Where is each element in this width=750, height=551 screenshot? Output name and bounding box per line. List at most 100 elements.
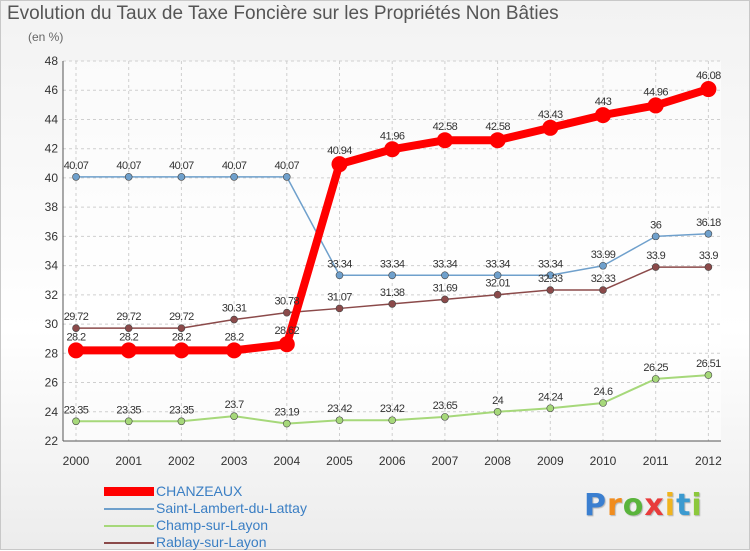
x-tick-label: 2000 (63, 454, 90, 468)
data-label: 28.2 (119, 331, 138, 343)
data-label: 41.96 (380, 130, 405, 142)
data-label: 43.43 (538, 109, 563, 121)
data-label: 40.94 (327, 145, 352, 157)
legend-swatch-saint-lambert (104, 508, 154, 510)
data-point (278, 336, 295, 353)
data-point (595, 107, 611, 124)
data-label: 33.99 (591, 249, 616, 261)
data-label: 28.2 (66, 331, 85, 343)
data-point (493, 407, 502, 416)
data-point (704, 229, 713, 238)
x-tick-label: 2001 (115, 454, 142, 468)
data-label: 40.07 (275, 160, 300, 172)
y-tick-label: 40 (45, 171, 59, 185)
data-point (282, 308, 291, 317)
y-tick-label: 26 (45, 376, 59, 390)
data-label: 40.07 (64, 160, 89, 172)
data-point (230, 315, 238, 324)
data-point (546, 286, 555, 294)
data-point (177, 173, 186, 181)
data-point (226, 342, 243, 359)
data-point (599, 286, 607, 294)
data-point (647, 97, 664, 114)
data-label: 33.9 (699, 250, 718, 262)
data-label: 36 (650, 219, 662, 231)
data-point (335, 304, 344, 313)
data-label: 23.19 (275, 407, 300, 419)
data-label: 23.65 (433, 400, 458, 412)
data-label: 40.07 (222, 160, 247, 172)
data-label: 44.96 (643, 86, 668, 98)
data-label: 33.34 (538, 258, 563, 270)
data-point (489, 132, 506, 149)
plot-area (63, 61, 721, 441)
data-point (177, 324, 186, 332)
chart-subtitle: (en %) (28, 30, 64, 44)
x-tick-label: 2005 (326, 454, 353, 468)
data-label: 28.2 (225, 331, 244, 343)
data-point (441, 295, 449, 304)
data-label: 32.33 (591, 273, 616, 285)
logo-letter: P (584, 488, 607, 523)
data-point (493, 290, 502, 299)
data-label: 23.35 (64, 404, 89, 416)
y-tick-label: 22 (45, 434, 59, 448)
x-tick-label: 2004 (273, 454, 300, 468)
y-tick-label: 32 (45, 288, 59, 302)
data-point (542, 119, 559, 136)
logo-letter: r (607, 488, 623, 523)
data-point (335, 416, 344, 425)
data-point (388, 271, 397, 280)
data-label: 29.72 (169, 311, 194, 323)
data-label: 36.18 (696, 217, 721, 229)
data-point (388, 300, 397, 308)
proxiti-logo[interactable]: Proxiti (584, 488, 703, 523)
data-point (700, 81, 717, 98)
data-label: 23.7 (225, 399, 244, 411)
data-point (599, 399, 607, 407)
data-point (651, 263, 660, 271)
y-tick-label: 44 (45, 112, 59, 126)
legend-label: CHANZEAUX (156, 483, 243, 499)
data-point (335, 271, 344, 280)
data-point (384, 141, 401, 158)
data-label: 33.34 (433, 258, 458, 270)
data-label: 443 (595, 96, 612, 108)
data-point (599, 261, 607, 270)
y-tick-label: 34 (45, 259, 59, 273)
legend-label: Champ-sur-Layon (156, 517, 269, 533)
data-point (124, 417, 133, 426)
data-label: 30.78 (275, 296, 300, 308)
data-point (124, 324, 133, 332)
x-tick-label: 2010 (590, 454, 617, 468)
data-point (493, 271, 502, 280)
x-tick-label: 2007 (432, 454, 459, 468)
x-tick-label: 2011 (643, 454, 669, 468)
data-point (441, 413, 449, 421)
data-label: 32.33 (538, 273, 563, 285)
data-label: 24 (492, 395, 504, 407)
y-tick-label: 48 (45, 54, 59, 68)
data-point (651, 375, 660, 383)
logo-letter: i (691, 488, 703, 523)
data-label: 42.58 (433, 121, 458, 133)
data-label: 33.34 (380, 258, 405, 270)
data-label: 26.25 (643, 362, 668, 374)
data-label: 42.58 (485, 121, 510, 133)
data-point (282, 173, 291, 181)
data-point (230, 173, 238, 181)
logo-letter: o (622, 488, 645, 523)
data-label: 24.6 (593, 386, 612, 398)
y-tick-label: 30 (45, 317, 59, 331)
legend-swatch-champ-sur-layon (104, 525, 154, 527)
data-point (388, 416, 397, 425)
data-point (704, 263, 713, 271)
data-label: 46.08 (696, 70, 721, 82)
data-point (173, 342, 190, 359)
data-label: 32.01 (485, 278, 510, 290)
x-tick-label: 2006 (379, 454, 406, 468)
x-tick-label: 2009 (537, 454, 564, 468)
data-point (177, 417, 186, 426)
